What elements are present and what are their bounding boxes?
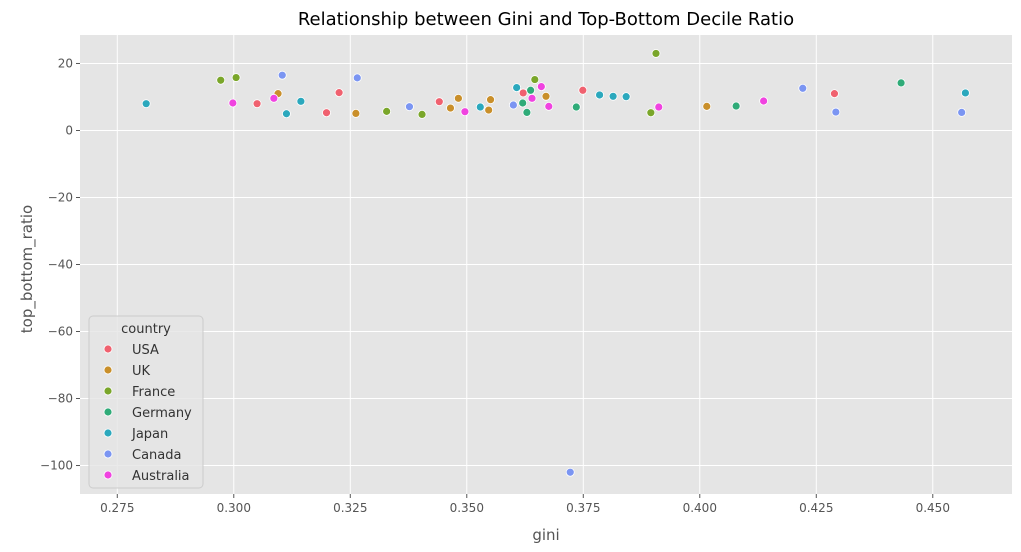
data-point-usa	[578, 85, 588, 95]
chart-title: Relationship between Gini and Top-Bottom…	[298, 9, 794, 30]
data-point-france	[216, 75, 226, 85]
grid-lines	[80, 35, 1012, 494]
data-point-australia	[544, 101, 554, 111]
legend-label-japan: Japan	[131, 427, 168, 442]
x-tick-label: 0.300	[217, 501, 251, 515]
data-point-uk	[453, 93, 463, 103]
legend-label-uk: UK	[132, 364, 151, 379]
x-axis-ticks: 0.275 0.300 0.325 0.350 0.375 0.400 0.425 0.450	[100, 494, 950, 515]
data-point-japan	[512, 83, 522, 93]
data-point-uk	[486, 95, 495, 105]
data-point-germany	[522, 107, 532, 117]
data-point-france	[530, 75, 540, 84]
legend-label-usa: USA	[132, 343, 159, 358]
data-point-usa	[434, 97, 444, 107]
data-point-japan	[141, 99, 151, 109]
data-point-japan	[595, 90, 604, 100]
data-point-germany	[526, 85, 536, 95]
legend-frame	[88, 315, 204, 489]
data-point-australia	[536, 82, 546, 91]
y-tick-label: −60	[48, 325, 73, 339]
data-point-germany	[571, 102, 581, 112]
data-point-usa	[334, 88, 344, 98]
y-axis-ticks: −100 −80 −60 −40 −20 0 20	[40, 56, 80, 473]
legend-items: USA UK France Germany Japan Canada Australia	[103, 343, 192, 484]
data-point-france	[231, 73, 241, 82]
legend-marker-japan	[103, 428, 113, 438]
data-point-canada	[831, 107, 841, 117]
y-tick-label: −40	[48, 258, 73, 272]
data-point-canada	[798, 83, 808, 93]
data-point-france	[382, 106, 392, 116]
data-point-canada	[352, 73, 362, 83]
y-tick-label: −100	[40, 459, 73, 473]
data-point-usa	[830, 89, 839, 99]
legend-marker-germany	[103, 407, 113, 417]
data-point-japan	[608, 91, 618, 101]
y-tick-label: −80	[48, 392, 73, 406]
legend-marker-france	[103, 386, 113, 396]
x-axis-label: gini	[532, 526, 559, 544]
data-point-germany	[518, 98, 528, 108]
data-point-australia	[759, 96, 769, 106]
data-point-japan	[296, 96, 306, 106]
data-point-canada	[957, 107, 967, 117]
data-point-uk	[484, 105, 494, 115]
x-tick-label: 0.325	[333, 501, 367, 515]
data-point-uk	[351, 108, 361, 118]
legend-marker-uk	[103, 365, 113, 375]
data-point-australia	[228, 98, 238, 108]
legend-label-germany: Germany	[132, 406, 192, 421]
data-point-usa	[322, 108, 331, 118]
data-point-france	[417, 110, 427, 119]
x-tick-label: 0.425	[799, 501, 833, 515]
data-point-australia	[460, 107, 470, 117]
data-point-germany	[731, 101, 741, 111]
data-point-usa	[518, 88, 528, 98]
y-axis-label: top_bottom_ratio	[18, 205, 37, 333]
y-tick-label: −20	[48, 190, 73, 204]
legend-marker-usa	[103, 344, 113, 354]
data-point-australia	[269, 93, 279, 103]
data-point-uk	[541, 91, 551, 101]
data-point-japan	[621, 92, 631, 102]
x-tick-label: 0.275	[100, 501, 134, 515]
legend-marker-australia	[103, 470, 113, 480]
legend-label-canada: Canada	[132, 448, 181, 463]
legend-marker-canada	[103, 449, 113, 459]
legend-title: country	[121, 322, 171, 337]
data-point-canada	[405, 102, 414, 112]
x-tick-label: 0.375	[566, 501, 600, 515]
legend: country USA UK France Germany Japan Canada Aus…	[88, 315, 204, 489]
data-point-usa	[252, 99, 262, 109]
data-point-australia	[654, 102, 664, 112]
data-point-uk	[702, 101, 712, 111]
data-point-france	[646, 108, 656, 118]
data-point-canada	[508, 100, 518, 110]
x-tick-label: 0.450	[916, 501, 950, 515]
data-point-japan	[282, 109, 291, 119]
data-point-france	[651, 49, 661, 58]
data-point-japan	[961, 88, 970, 98]
y-tick-label: 0	[65, 123, 73, 137]
legend-label-australia: Australia	[132, 469, 190, 484]
data-point-uk	[446, 103, 455, 113]
data-point-germany	[896, 78, 906, 88]
x-tick-label: 0.400	[683, 501, 717, 515]
data-point-japan	[475, 102, 485, 112]
data-point-australia	[527, 93, 537, 103]
data-point-canada	[565, 467, 575, 477]
data-point-canada	[277, 70, 287, 80]
legend-label-france: France	[132, 385, 175, 400]
x-tick-label: 0.350	[450, 501, 484, 515]
y-tick-label: 20	[58, 56, 73, 70]
data-points	[141, 49, 970, 477]
